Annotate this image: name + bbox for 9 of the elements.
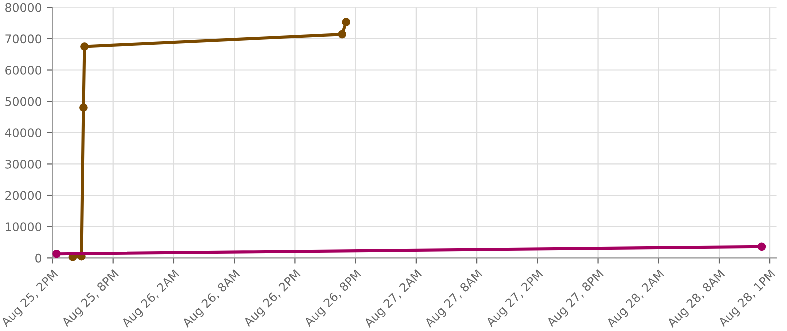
y-tick-label: 20000 xyxy=(6,191,42,200)
y-tick-label: 40000 xyxy=(5,128,42,138)
y-tick-label: 10000 xyxy=(6,222,42,232)
y-tick-label: 0 xyxy=(36,254,42,263)
y-tick-label: 50000 xyxy=(6,97,42,106)
y-tick-label: 30000 xyxy=(6,160,42,169)
y-tick-label: 70000 xyxy=(6,34,42,44)
y-tick-label: 80000 xyxy=(6,3,42,12)
y-tick-label: 60000 xyxy=(6,66,42,75)
